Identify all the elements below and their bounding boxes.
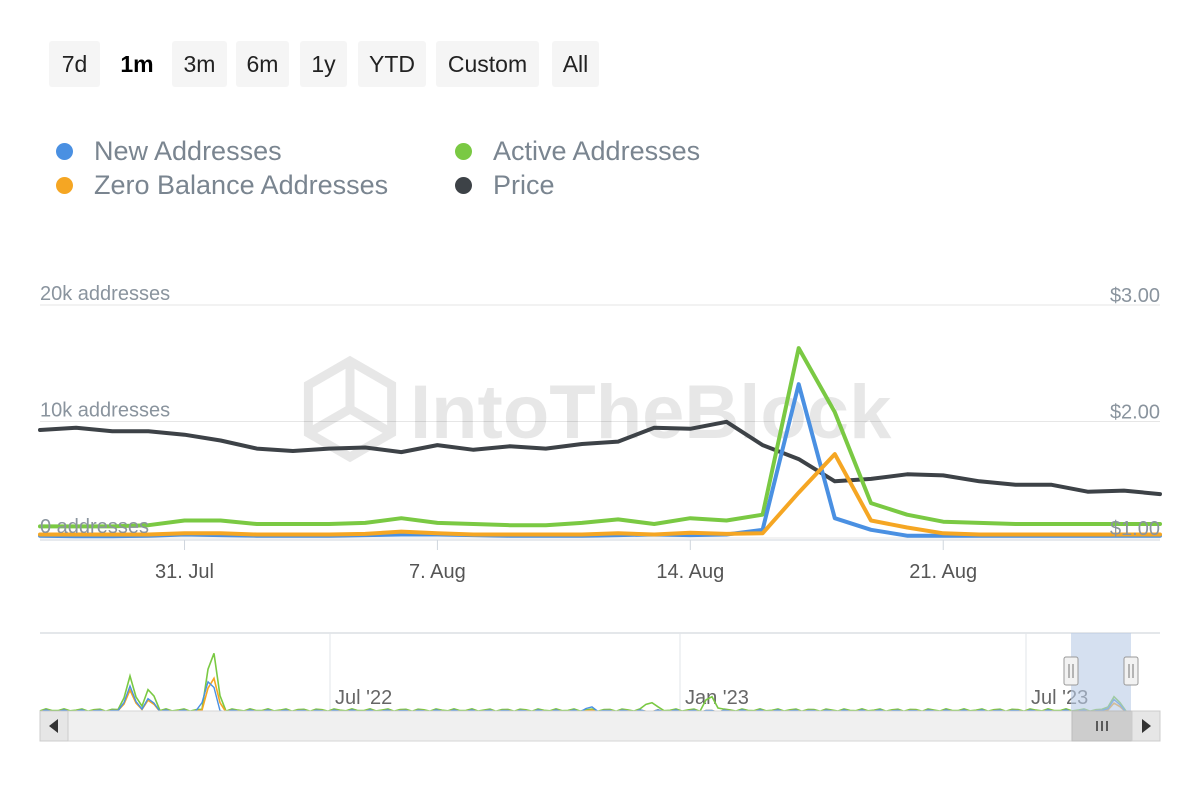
y-right-tick-label: $2.00 — [1110, 402, 1160, 424]
scrollbar-track[interactable] — [39, 710, 1161, 742]
watermark-logo — [303, 355, 397, 463]
y-right-tick-label: $3.00 — [1110, 285, 1160, 307]
navigator-label: Jan '23 — [685, 687, 749, 709]
arrow-left-icon — [49, 719, 58, 733]
range-button-1m[interactable]: 1m — [112, 41, 162, 87]
series-line-price — [38, 419, 1162, 497]
y-left-tick-label: 0 addresses — [40, 516, 149, 538]
y-left-tick-label: 10k addresses — [40, 400, 170, 422]
range-button-custom[interactable]: Custom — [436, 41, 539, 87]
series-line-active-addresses — [38, 346, 1162, 529]
arrow-right-icon — [1142, 719, 1151, 733]
x-tick-label: 7. Aug — [409, 561, 466, 583]
navigator-series-line — [39, 653, 1127, 713]
x-tick-label: 14. Aug — [656, 561, 724, 583]
legend-label: Zero Balance Addresses — [94, 170, 389, 200]
navigator-right-handle[interactable] — [1123, 656, 1139, 686]
navigator-label: Jul '22 — [335, 687, 392, 709]
watermark-text: IntoTheBlock — [410, 370, 892, 455]
range-button-1y[interactable]: 1y — [300, 41, 347, 87]
y-right-tick-label: $1.00 — [1110, 518, 1160, 540]
range-button-6m[interactable]: 6m — [236, 41, 289, 87]
navigator-left-handle[interactable] — [1063, 656, 1079, 686]
x-tick-label: 21. Aug — [909, 561, 977, 583]
legend-dot-icon — [455, 177, 472, 194]
range-button-ytd[interactable]: YTD — [358, 41, 426, 87]
x-tick-label: 31. Jul — [155, 561, 214, 583]
legend-dot-icon — [455, 143, 472, 160]
legend-label: New Addresses — [94, 136, 282, 166]
range-button-7d[interactable]: 7d — [49, 41, 100, 87]
legend-label: Price — [493, 170, 555, 200]
legend-label: Active Addresses — [493, 136, 701, 166]
legend-dot-icon — [56, 177, 73, 194]
series-line-zero-balance-addresses — [38, 452, 1162, 537]
legend-dot-icon — [56, 143, 73, 160]
navigator-selection[interactable] — [1071, 633, 1131, 711]
y-left-tick-label: 20k addresses — [40, 283, 170, 305]
range-button-all[interactable]: All — [552, 41, 599, 87]
range-button-3m[interactable]: 3m — [172, 41, 227, 87]
navigator-series-line — [39, 676, 1127, 714]
